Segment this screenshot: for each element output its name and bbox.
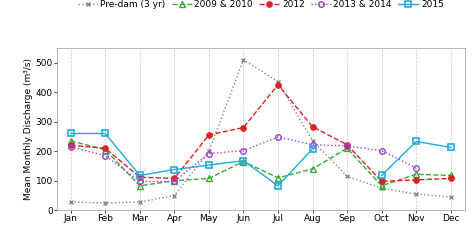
Pre-dam (3 yr) [137,201,143,203]
2015 [68,132,73,135]
Pre-dam (3 yr) [206,150,212,153]
2009 & 2010 [137,184,143,187]
Pre-dam (3 yr) [310,139,315,142]
2015 [102,132,108,135]
2009 & 2010 [172,179,177,182]
2013 & 2014 [310,143,315,146]
2012 [68,144,73,147]
2009 & 2010 [310,168,315,170]
Line: 2015: 2015 [68,131,454,189]
2009 & 2010 [275,176,281,179]
2013 & 2014 [137,180,143,183]
Pre-dam (3 yr) [68,201,73,203]
2015 [172,168,177,171]
2012 [310,125,315,128]
Pre-dam (3 yr) [241,58,246,61]
2012 [379,180,384,183]
Pre-dam (3 yr) [172,194,177,197]
Pre-dam (3 yr) [379,187,384,190]
2015 [137,174,143,177]
2012 [241,126,246,129]
2012 [172,177,177,180]
Pre-dam (3 yr) [275,80,281,83]
Y-axis label: Mean Monthly Discharge (m³/s): Mean Monthly Discharge (m³/s) [24,58,33,200]
2009 & 2010 [379,184,384,187]
2012 [344,143,350,146]
2015 [241,159,246,162]
2012 [448,177,454,180]
2013 & 2014 [379,149,384,152]
Pre-dam (3 yr) [344,175,350,178]
2009 & 2010 [206,177,212,180]
2012 [413,179,419,181]
2013 & 2014 [206,152,212,155]
2015 [206,164,212,167]
2013 & 2014 [172,180,177,183]
2009 & 2010 [241,160,246,163]
Legend: Pre-dam (3 yr), 2009 & 2010, 2012, 2013 & 2014, 2015: Pre-dam (3 yr), 2009 & 2010, 2012, 2013 … [78,0,444,9]
2015 [448,146,454,149]
2012 [275,83,281,86]
2013 & 2014 [275,136,281,138]
2009 & 2010 [68,139,73,142]
2009 & 2010 [413,173,419,176]
2013 & 2014 [68,145,73,148]
Pre-dam (3 yr) [413,193,419,196]
Pre-dam (3 yr) [102,201,108,204]
Line: 2009 & 2010: 2009 & 2010 [68,138,454,189]
2009 & 2010 [102,148,108,151]
2012 [102,147,108,150]
Line: 2013 & 2014: 2013 & 2014 [68,134,419,184]
2015 [275,184,281,187]
2012 [137,176,143,179]
Line: 2012: 2012 [68,82,454,184]
Pre-dam (3 yr) [448,196,454,198]
2009 & 2010 [448,174,454,177]
2013 & 2014 [344,144,350,147]
2015 [310,147,315,150]
2013 & 2014 [241,149,246,152]
2013 & 2014 [413,167,419,169]
2012 [206,134,212,136]
Line: Pre-dam (3 yr): Pre-dam (3 yr) [68,57,453,205]
2015 [413,140,419,143]
2015 [379,174,384,177]
2013 & 2014 [102,154,108,157]
2009 & 2010 [344,147,350,150]
